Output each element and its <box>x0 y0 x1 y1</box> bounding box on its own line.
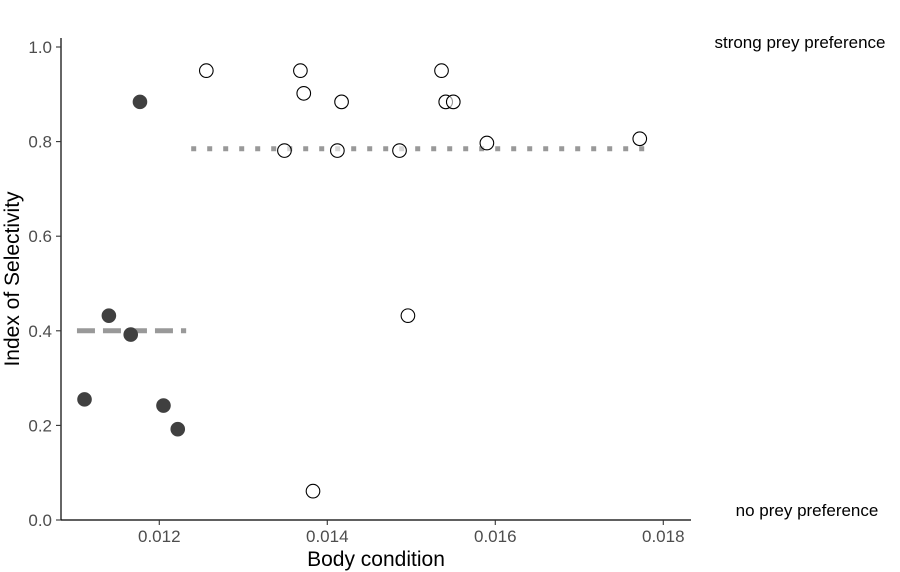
open-data-point <box>434 63 449 79</box>
open-data-point <box>392 143 407 158</box>
data-points <box>77 63 648 499</box>
y-tick-label: 0.4 <box>28 322 52 341</box>
filled-data-point <box>101 308 117 323</box>
open-data-point <box>400 308 416 324</box>
open-data-point <box>632 131 648 147</box>
y-tick-label: 0.6 <box>28 227 52 246</box>
open-data-point <box>330 143 345 158</box>
y-tick-label: 0.2 <box>28 416 52 435</box>
y-tick-label: 0.8 <box>28 133 52 152</box>
y-axis-title: Index of Selectivity <box>1 191 24 367</box>
x-axis-title: Body condition <box>307 548 445 571</box>
y-axis-ticks: 0.0 0.2 0.4 0.6 0.8 1.0 <box>28 38 61 530</box>
filled-data-point <box>156 398 171 413</box>
x-tick-label: 0.016 <box>474 527 517 546</box>
open-data-point <box>296 86 312 101</box>
filled-data-point <box>123 327 139 342</box>
annotation-strong-preference: strong prey preference <box>714 33 885 52</box>
open-data-point <box>277 143 292 158</box>
open-data-point <box>293 63 308 79</box>
x-axis-ticks: 0.012 0.014 0.016 0.018 <box>138 520 685 546</box>
x-tick-label: 0.012 <box>138 527 181 546</box>
annotation-no-preference: no prey preference <box>736 501 879 520</box>
open-data-point <box>334 94 349 110</box>
open-data-point <box>445 94 461 110</box>
open-data-point <box>305 483 321 499</box>
filled-data-point <box>132 94 148 110</box>
y-tick-label: 0.0 <box>28 511 52 530</box>
filled-data-point <box>170 421 186 437</box>
x-tick-label: 0.018 <box>642 527 685 546</box>
x-tick-label: 0.014 <box>306 527 349 546</box>
y-tick-label: 1.0 <box>28 38 52 57</box>
open-data-point <box>198 63 214 79</box>
filled-data-point <box>77 392 92 407</box>
reference-lines <box>76 146 645 334</box>
open-data-point <box>479 135 495 151</box>
